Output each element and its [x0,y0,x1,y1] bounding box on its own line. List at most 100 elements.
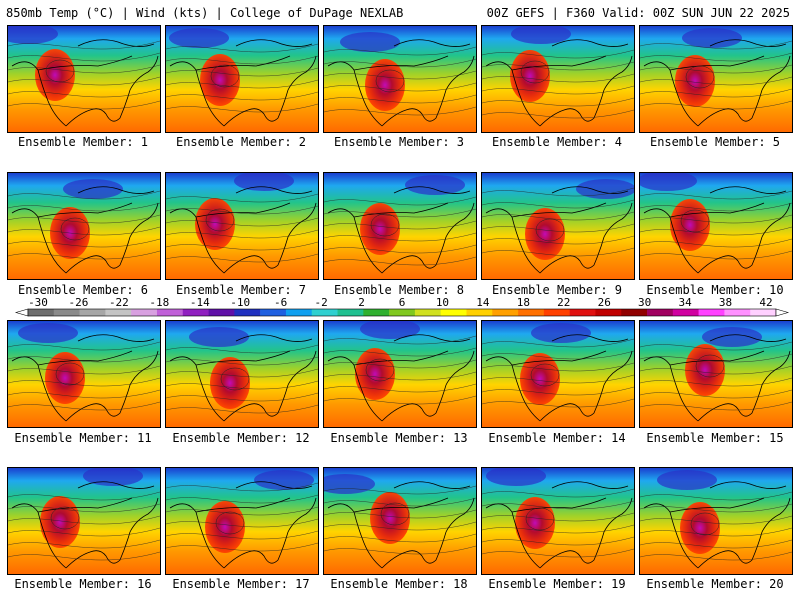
height-contour [690,512,720,536]
colorbar-swatch [156,309,184,316]
cold-air-area [360,321,420,339]
ensemble-map-panel [7,172,161,280]
height-contour [482,386,634,396]
ensemble-member-label: Ensemble Member: 16 [14,577,152,591]
height-contour [8,226,160,236]
colorbar-swatch [337,309,364,316]
height-contour [8,40,160,50]
map-outline [327,39,475,127]
height-contour [324,244,476,254]
height-contour [324,521,476,531]
height-contour [324,94,476,104]
height-contour [482,49,634,59]
ensemble-map-panel [165,172,319,280]
ensemble-member-label: Ensemble Member: 5 [649,135,781,149]
height-contour [482,488,634,498]
height-contour [166,482,318,492]
colorbar-tick-label: -22 [109,296,129,309]
height-contour [166,103,318,113]
ensemble-map-panel [481,320,635,428]
ensemble-map-panel [639,467,793,575]
colorbar-tick-label: -26 [69,296,89,309]
map-outline [643,39,791,127]
height-contour [640,64,792,74]
colorbar-tick-label: 6 [399,296,406,309]
height-contour [60,217,90,241]
height-contour [482,97,634,107]
cold-air-area [189,327,249,347]
height-contour [45,59,75,83]
heat-dome [365,59,405,111]
height-contour [8,401,160,411]
heat-dome [35,49,75,101]
height-contour [8,202,160,212]
height-contour [640,214,792,224]
height-contour [55,362,85,386]
ensemble-member-label: Ensemble Member: 12 [172,431,310,445]
height-contour [640,551,792,561]
height-contour [166,380,318,390]
ensemble-member-label: Ensemble Member: 14 [488,431,626,445]
ensemble-member-label: Ensemble Member: 15 [646,431,784,445]
height-contour [8,214,160,224]
heat-dome [510,50,550,102]
ensemble-map-panel [481,25,635,133]
heat-dome [675,55,715,107]
colorbar-right-arrow [775,308,790,317]
height-contour [166,530,318,540]
colorbar-swatch [595,309,622,316]
height-contour [640,238,792,248]
colorbar-tick-label: -2 [314,296,327,309]
height-contour [166,43,318,53]
height-contour [166,506,318,516]
heat-dome [360,203,400,255]
height-contour [324,208,476,218]
height-contour [324,196,476,206]
colorbar-tick-label: -14 [190,296,210,309]
height-contour [640,40,792,50]
height-contour [166,494,318,504]
height-contour [482,85,634,95]
height-contour [8,539,160,549]
cold-air-area [702,327,762,347]
height-contour [685,65,715,89]
colorbar-swatch [647,309,674,316]
height-contour [640,76,792,86]
height-contour [482,223,634,233]
colorbar-tick-label: 26 [598,296,611,309]
colorbar-swatch [53,309,80,316]
colorbar-swatch [672,309,699,316]
colorbar-tick-label: -30 [28,296,48,309]
cold-air-area [576,179,634,199]
cold-air-area [657,470,717,490]
cold-air-area [405,175,465,195]
height-contour [8,365,160,375]
colorbar-swatch [208,309,235,316]
ensemble-map-panel [7,25,161,133]
colorbar-left-arrow [14,308,29,317]
height-contour [640,250,792,260]
ensemble-map-panel [323,467,477,575]
colorbar-swatch [414,309,441,316]
ensemble-map-panel [639,25,793,133]
height-contour [166,217,318,227]
height-contour [324,232,476,242]
height-contour [166,356,318,366]
cold-air-area [18,323,78,343]
height-contour [220,367,250,391]
height-contour [482,235,634,245]
header-title: 850mb Temp (°C) | Wind (kts) | College o… [6,6,404,20]
height-contour [482,187,634,197]
colorbar-swatch [105,309,132,316]
height-contour [482,61,634,71]
colorbar-tick-label: 34 [678,296,692,309]
map-outline [169,481,317,569]
height-contour [640,515,792,525]
height-contour [482,109,634,119]
map-outline [169,334,317,422]
ensemble-member-label: Ensemble Member: 18 [330,577,468,591]
cold-air-area [511,26,571,44]
colorbar-tick-label: 42 [759,296,772,309]
height-contour [324,533,476,543]
height-contour [324,371,476,381]
